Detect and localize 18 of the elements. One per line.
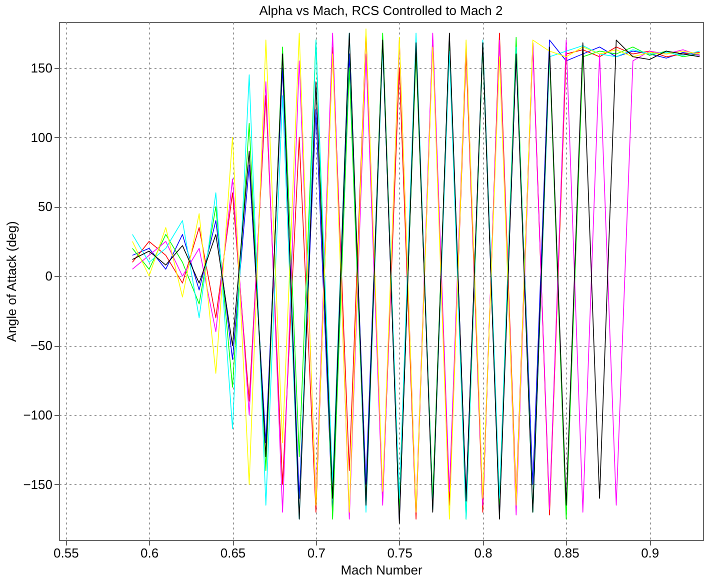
- y-tick-label: 150: [30, 60, 52, 76]
- x-tick-label: 0.7: [307, 546, 326, 560]
- x-tick-label: 0.6: [140, 546, 159, 560]
- y-tick-label: 50: [38, 199, 52, 214]
- x-tick-label: 0.9: [641, 546, 660, 560]
- x-tick-label: 0.75: [387, 546, 413, 560]
- x-tick-label: 0.55: [54, 546, 79, 560]
- x-tick-label: 0.8: [474, 546, 492, 560]
- x-axis-title: Mach Number: [340, 562, 423, 578]
- chart-title: Alpha vs Mach, RCS Controlled to Mach 2: [259, 3, 503, 18]
- y-tick-label: 0: [45, 268, 52, 284]
- y-tick-label: −150: [23, 476, 52, 492]
- x-tick-label: 0.65: [220, 546, 246, 560]
- y-tick-label: 100: [30, 130, 52, 145]
- y-tick-label: −50: [30, 338, 52, 354]
- y-axis-title: Angle of Attack (deg): [4, 221, 20, 342]
- y-tick-label: −100: [23, 408, 52, 423]
- x-tick-label: 0.85: [554, 546, 580, 560]
